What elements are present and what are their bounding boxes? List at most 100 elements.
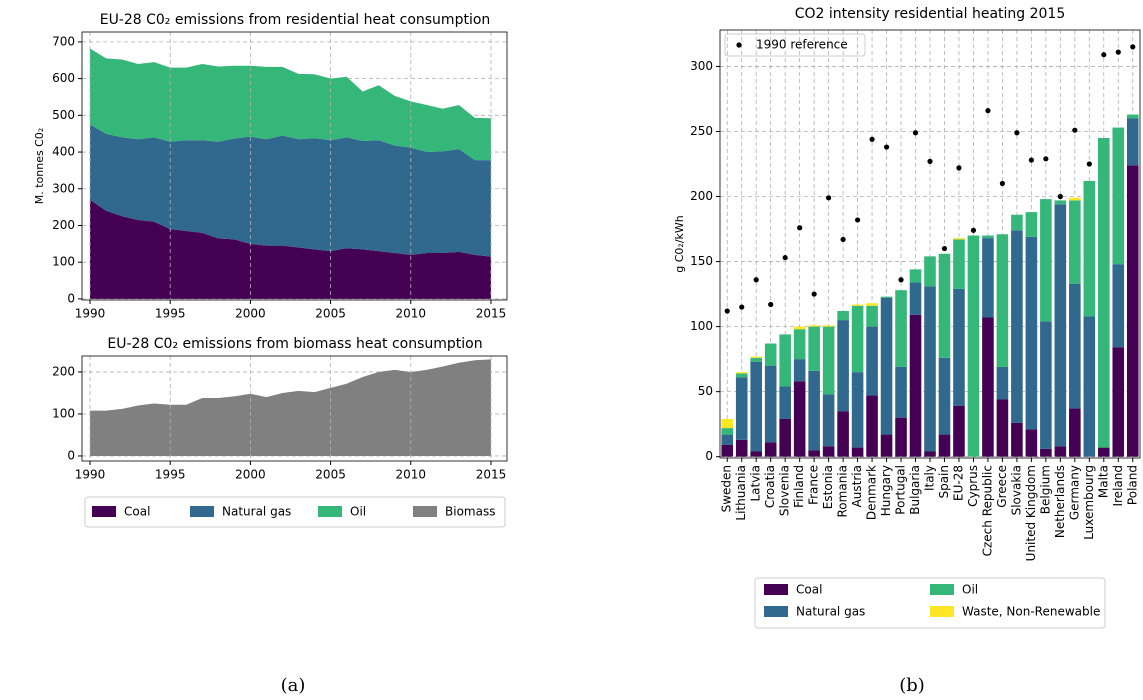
reference-point xyxy=(999,180,1006,187)
legend-marker xyxy=(736,42,742,48)
bar xyxy=(924,451,936,457)
axes-frame xyxy=(81,31,508,301)
reference-point xyxy=(1028,157,1034,163)
bar xyxy=(909,314,922,457)
chart-title: EU-28 C0₂ emissions from biomass heat co… xyxy=(107,336,482,352)
bar xyxy=(938,253,951,358)
x-tick-label: Netherlands xyxy=(1053,465,1067,538)
caption: (b) xyxy=(899,675,925,696)
y-tick-label: 700 xyxy=(52,34,75,48)
reference-point xyxy=(739,304,745,310)
legend-label: Oil xyxy=(350,505,366,519)
bar xyxy=(1098,447,1110,457)
x-tick-label: Bulgaria xyxy=(908,465,922,515)
x-tick-label: Sweden xyxy=(720,465,734,512)
reference-point xyxy=(1014,130,1020,136)
bar xyxy=(721,428,734,435)
bar xyxy=(793,329,806,360)
bar xyxy=(953,238,965,240)
x-tick-label: Austria xyxy=(850,465,864,507)
x-tick-label: United Kingdom xyxy=(1024,465,1038,561)
legend-swatch xyxy=(413,506,437,517)
x-tick-label: Denmark xyxy=(865,465,879,520)
bar xyxy=(764,343,777,366)
y-tick-label: 150 xyxy=(690,254,713,268)
y-tick-label: 250 xyxy=(690,124,713,138)
bar xyxy=(996,234,1009,367)
bar xyxy=(750,357,762,362)
bar xyxy=(866,326,878,396)
bar xyxy=(779,386,791,419)
bar xyxy=(735,377,748,440)
bar xyxy=(982,238,994,318)
legend-label: Oil xyxy=(962,583,978,597)
y-tick-label: 200 xyxy=(52,218,75,232)
bar xyxy=(1112,127,1125,265)
reference-point xyxy=(1072,127,1078,133)
reference-point xyxy=(970,227,977,233)
bar xyxy=(938,357,951,435)
legend-label: Waste, Non-Renewable xyxy=(962,605,1100,619)
area xyxy=(90,199,491,299)
y-tick-label: 100 xyxy=(52,255,75,269)
x-tick-label: 1995 xyxy=(155,307,186,321)
bar xyxy=(808,325,820,327)
bar xyxy=(750,451,762,457)
bar xyxy=(721,444,734,457)
legend-box xyxy=(724,33,866,57)
x-tick-label: 2000 xyxy=(235,307,266,321)
chart-title: EU-28 C0₂ emissions from residential hea… xyxy=(100,12,491,28)
x-tick-label: 2010 xyxy=(396,468,427,482)
bar xyxy=(1083,180,1096,317)
reference-point xyxy=(1115,49,1121,55)
x-tick-label: Greece xyxy=(995,465,1009,508)
legend-swatch xyxy=(764,584,788,595)
bar xyxy=(982,317,994,457)
reference-point xyxy=(1043,156,1049,162)
x-tick-label: 2005 xyxy=(315,468,346,482)
x-tick-label: Cyprus xyxy=(966,465,980,507)
reference-point xyxy=(1086,161,1092,167)
x-tick-label: Croatia xyxy=(763,465,777,508)
legend-label: Natural gas xyxy=(222,505,291,519)
bar xyxy=(750,361,762,452)
x-tick-label: Slovakia xyxy=(1009,465,1023,515)
legend-box xyxy=(84,496,506,528)
bar xyxy=(721,434,734,445)
bar xyxy=(851,305,864,373)
bar xyxy=(1126,114,1139,119)
bar xyxy=(924,286,936,452)
bar xyxy=(793,326,806,330)
y-tick-label: 0 xyxy=(705,449,713,463)
bar xyxy=(1040,321,1052,449)
x-tick-label: France xyxy=(807,465,821,505)
bar xyxy=(1112,347,1125,457)
bar xyxy=(909,269,922,283)
bar xyxy=(851,372,864,448)
bar xyxy=(866,305,878,327)
y-tick-label: 300 xyxy=(690,59,713,73)
bar xyxy=(953,239,965,289)
bar xyxy=(953,405,965,457)
reference-point xyxy=(797,225,803,231)
reference-point xyxy=(753,277,759,283)
bar xyxy=(822,326,835,395)
reference-point xyxy=(768,301,774,308)
bar xyxy=(1011,230,1023,423)
bar xyxy=(735,372,748,374)
bar xyxy=(1054,204,1067,447)
x-tick-label: Romania xyxy=(836,465,850,517)
x-tick-label: 1995 xyxy=(155,468,186,482)
legend-box xyxy=(754,577,1106,629)
x-tick-label: 1990 xyxy=(75,307,106,321)
bar xyxy=(851,304,864,306)
bar xyxy=(851,447,864,457)
bar xyxy=(808,326,820,371)
y-axis-label: M. tonnes C0₂ xyxy=(33,128,46,205)
x-tick-label: Portugal xyxy=(894,465,908,515)
bar xyxy=(779,334,791,387)
x-tick-label: 2005 xyxy=(315,307,346,321)
bar xyxy=(1025,429,1038,457)
bar xyxy=(822,325,835,327)
legend-swatch xyxy=(318,506,342,517)
